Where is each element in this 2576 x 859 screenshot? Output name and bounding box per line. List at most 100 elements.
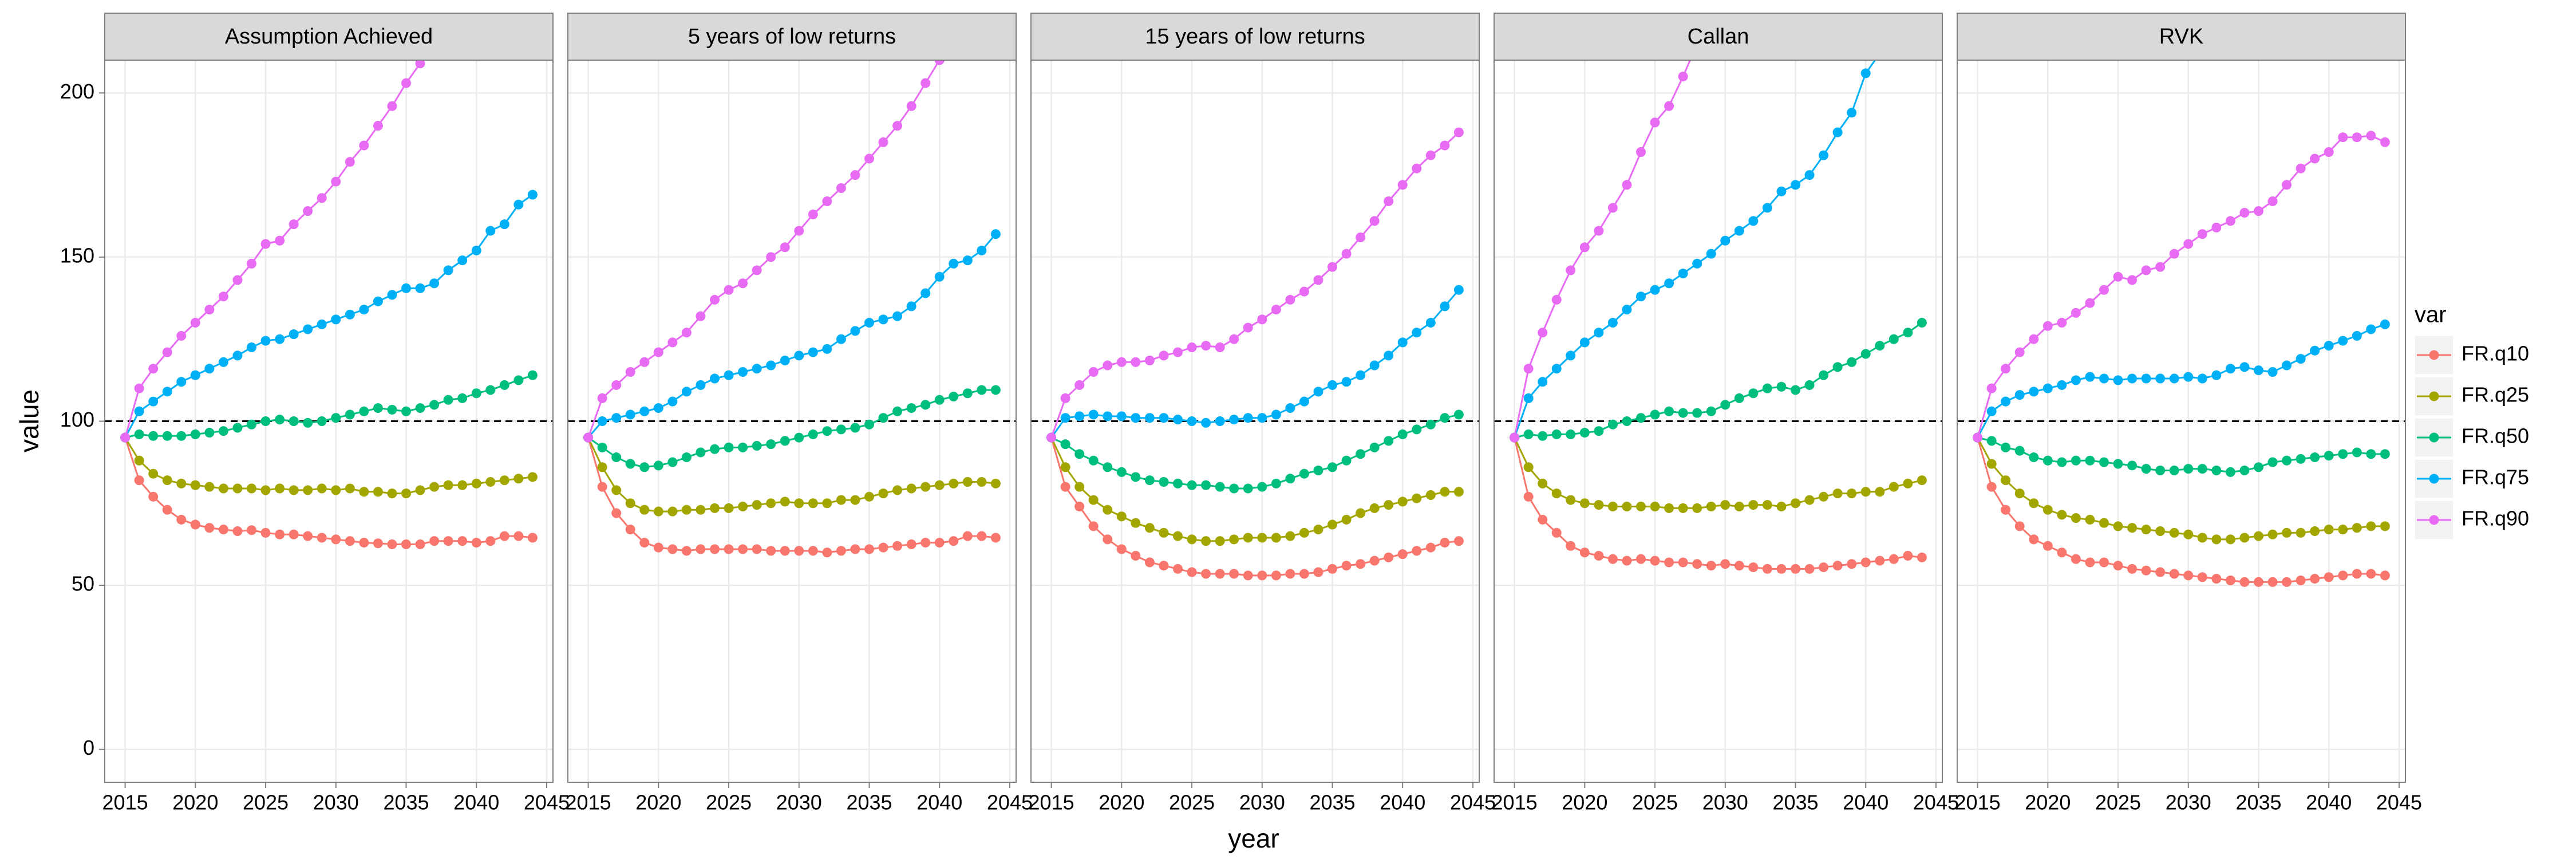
data-point xyxy=(345,309,355,320)
data-point xyxy=(2211,574,2222,584)
x-tick-label: 2025 xyxy=(2095,791,2141,814)
data-point xyxy=(1523,491,1534,502)
data-point xyxy=(2014,347,2025,357)
data-point xyxy=(2042,321,2053,331)
data-point xyxy=(2282,180,2292,190)
data-point xyxy=(738,367,748,377)
data-point xyxy=(1173,478,1183,488)
x-tick-label: 2035 xyxy=(2235,791,2281,814)
data-point xyxy=(710,503,720,513)
data-point xyxy=(2267,529,2278,539)
data-point xyxy=(710,373,720,384)
data-point xyxy=(1607,554,1618,564)
data-point xyxy=(2169,373,2179,384)
data-point xyxy=(934,271,945,282)
data-point xyxy=(1257,570,1267,581)
data-point xyxy=(1622,416,1632,426)
data-point xyxy=(485,477,496,487)
data-point xyxy=(1299,286,1309,297)
x-tick-label: 2045 xyxy=(1450,791,1496,814)
data-point xyxy=(2127,460,2138,471)
data-point xyxy=(990,478,1001,488)
data-point xyxy=(1748,216,1759,226)
data-point xyxy=(1453,127,1464,137)
data-point xyxy=(1327,519,1337,530)
data-point xyxy=(1285,531,1295,541)
data-point xyxy=(1369,216,1380,226)
data-point xyxy=(457,480,468,490)
data-point xyxy=(1159,413,1169,423)
data-point xyxy=(1776,564,1787,574)
data-point xyxy=(2239,465,2250,475)
data-point xyxy=(766,360,776,371)
data-point xyxy=(499,475,509,486)
data-point xyxy=(1103,505,1113,515)
data-point xyxy=(2380,449,2390,459)
data-point xyxy=(1271,409,1281,420)
data-point xyxy=(710,544,720,554)
data-point xyxy=(1425,318,1436,328)
data-point xyxy=(794,546,804,556)
data-point xyxy=(2197,572,2207,582)
data-point xyxy=(2057,510,2067,520)
data-point xyxy=(1748,500,1759,510)
data-point xyxy=(1776,186,1787,196)
data-point xyxy=(1832,127,1843,137)
data-point xyxy=(822,547,832,558)
data-point xyxy=(359,406,369,416)
data-point xyxy=(878,542,888,553)
data-point xyxy=(2254,577,2263,587)
data-point xyxy=(1131,551,1141,561)
data-point xyxy=(1860,68,1871,78)
data-point xyxy=(1356,233,1366,243)
data-point xyxy=(2001,442,2011,452)
data-point xyxy=(331,534,341,545)
data-point xyxy=(1229,569,1239,579)
data-point xyxy=(1566,495,1576,505)
x-tick-label: 2030 xyxy=(313,791,359,814)
data-point xyxy=(1341,455,1352,466)
data-point xyxy=(653,403,663,413)
data-point xyxy=(1566,541,1576,551)
data-point xyxy=(906,539,916,549)
data-point xyxy=(1144,557,1155,568)
data-point xyxy=(850,544,860,554)
data-point xyxy=(1369,360,1380,371)
data-point xyxy=(289,416,299,426)
data-point xyxy=(1986,436,1997,446)
x-tick-label: 2025 xyxy=(706,791,752,814)
data-point xyxy=(1103,534,1113,545)
data-point xyxy=(2239,208,2250,218)
data-point xyxy=(1229,483,1239,494)
data-point xyxy=(1313,465,1323,475)
data-point xyxy=(190,318,200,328)
x-tick-label: 2020 xyxy=(1099,791,1144,814)
x-tick-label: 2045 xyxy=(987,791,1033,814)
data-point xyxy=(2282,577,2292,587)
legend-point xyxy=(2429,515,2439,525)
data-point xyxy=(1243,413,1253,423)
data-point xyxy=(1131,518,1141,528)
data-point xyxy=(1144,413,1155,423)
x-tick-label: 2030 xyxy=(1702,791,1748,814)
data-point xyxy=(218,426,228,436)
data-point xyxy=(1131,357,1141,367)
x-tick-label: 2020 xyxy=(172,791,218,814)
data-point xyxy=(934,538,945,548)
data-point xyxy=(2001,396,2011,407)
data-point xyxy=(275,334,285,344)
x-tick-label: 2040 xyxy=(1380,791,1425,814)
data-point xyxy=(1903,551,1913,561)
data-point xyxy=(2267,457,2278,467)
data-point xyxy=(962,388,973,399)
data-point xyxy=(1299,569,1309,579)
data-point xyxy=(962,531,973,541)
data-point xyxy=(653,506,663,517)
data-point xyxy=(2169,527,2179,538)
data-point xyxy=(1594,328,1604,338)
data-point xyxy=(977,245,987,255)
data-point xyxy=(373,121,383,131)
data-point xyxy=(2183,372,2194,382)
data-point xyxy=(1551,527,1562,538)
data-point xyxy=(667,396,678,407)
